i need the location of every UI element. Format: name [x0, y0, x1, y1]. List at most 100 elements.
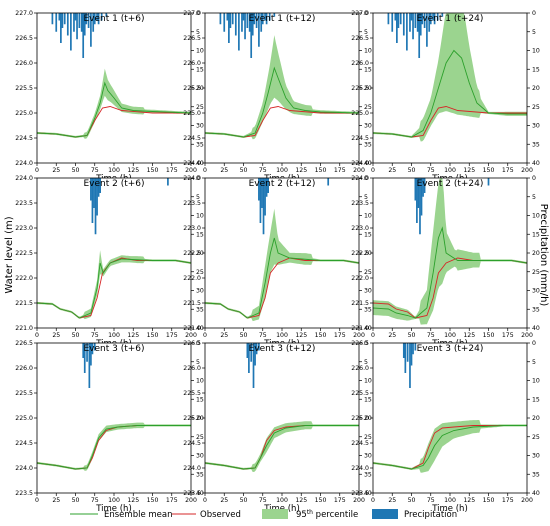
y-tick-label: 226.5 — [183, 35, 201, 42]
precip-bar — [428, 13, 431, 32]
y-tick-label: 223.5 — [351, 490, 369, 497]
x-tick-label: 125 — [127, 497, 139, 504]
panel-6: Event 2 (t+24) 221.0 221.5 222.0 222.5 223.0 2… — [351, 175, 540, 349]
y-tick-label: 224.0 — [351, 160, 369, 167]
precip-bar — [414, 178, 417, 201]
precip-bar — [70, 13, 72, 51]
precip-bar — [97, 13, 100, 25]
precip-bar — [402, 343, 405, 358]
panel-title: Event 1 (t+6) — [83, 14, 144, 24]
precip-bar — [87, 13, 90, 28]
ensemble-mean-line — [204, 425, 359, 470]
panel-title: Event 2 (t+12) — [249, 179, 316, 189]
precip-tick-label: 35 — [364, 141, 372, 148]
y-tick-label: 225.5 — [351, 85, 369, 92]
x-tick-label: 50 — [72, 497, 80, 504]
y-tick-label: 223.5 — [351, 200, 369, 207]
precip-tick-label: 10 — [532, 213, 540, 220]
precip-bar — [51, 13, 54, 25]
y-tick-label: 225.0 — [15, 415, 33, 422]
precip-bar — [252, 343, 255, 388]
panel-title: Event 3 (t+6) — [83, 344, 144, 354]
x-tick-label: 0 — [371, 497, 375, 504]
ensemble-mean-line — [36, 258, 192, 319]
precip-tick-label: 20 — [196, 250, 204, 257]
precip-bar — [258, 343, 260, 351]
precip-tick-label: 40 — [532, 160, 540, 167]
x-tick-label: 25 — [388, 497, 396, 504]
precip-tick-label: 5 — [364, 29, 368, 36]
precip-bar — [429, 13, 432, 25]
precip-bar — [433, 13, 436, 25]
y-axis-label-right: Precipitation (mm/h) — [538, 204, 549, 307]
precip-tick-label: 5 — [532, 29, 536, 36]
x-tick-label: 25 — [52, 497, 60, 504]
precip-tick-label: 35 — [196, 141, 204, 148]
precip-tick-label: 10 — [196, 48, 204, 55]
x-tick-label: 200 — [185, 497, 197, 504]
y-tick-label: 225.5 — [351, 390, 369, 397]
precip-bar — [414, 13, 417, 28]
ensemble-mean-line — [204, 66, 360, 138]
x-tick-label: 25 — [220, 497, 228, 504]
precip-bar — [410, 13, 413, 21]
y-tick-label: 226.0 — [183, 60, 201, 67]
precip-bar — [96, 178, 98, 216]
x-tick-label: 125 — [295, 167, 307, 174]
x-tick-label: 125 — [295, 497, 307, 504]
x-tick-label: 175 — [166, 332, 178, 339]
percentile-band — [37, 422, 191, 471]
panel-2: Event 1 (t+12) 224.0 224.5 225.0 225.5 226.0 2… — [183, 10, 372, 184]
y-axis-label-left: Water level (m) — [4, 216, 15, 293]
precip-bar — [82, 13, 85, 58]
x-tick-label: 75 — [259, 167, 267, 174]
precip-tick-label: 35 — [532, 471, 540, 478]
y-tick-label: 226.0 — [351, 365, 369, 372]
precip-bar — [394, 13, 397, 21]
x-tick-label: 75 — [427, 167, 435, 174]
x-tick-label: 175 — [502, 332, 514, 339]
x-tick-label: 150 — [483, 497, 495, 504]
x-tick-label: 125 — [127, 167, 139, 174]
ensemble-mean-line — [36, 425, 191, 470]
precip-bar — [404, 343, 407, 373]
y-tick-label: 221.0 — [183, 325, 201, 332]
y-tick-label: 224.5 — [183, 135, 201, 142]
percentile-band — [373, 178, 527, 325]
precip-tick-label: 15 — [532, 396, 540, 403]
panel-3: Event 1 (t+24) 224.0 224.5 225.0 225.5 226.0 2… — [351, 10, 540, 184]
precip-tick-label: 35 — [532, 141, 540, 148]
legend-observed-label: Observed — [200, 510, 241, 520]
precip-bar — [93, 343, 96, 351]
precip-bar — [90, 178, 92, 201]
precip-bar — [100, 13, 103, 21]
plot-area — [37, 13, 191, 163]
precip-bar — [414, 343, 417, 351]
y-tick-label: 224.5 — [15, 440, 33, 447]
y-tick-label: 224.0 — [15, 160, 33, 167]
precip-tick-label: 10 — [364, 213, 372, 220]
precip-bar — [74, 13, 77, 21]
precip-bar — [426, 13, 428, 47]
x-tick-label: 50 — [408, 497, 416, 504]
precip-bar — [223, 13, 226, 32]
precip-bar — [402, 13, 405, 36]
plot-area — [373, 343, 527, 493]
x-tick-label: 175 — [166, 167, 178, 174]
precip-bar — [231, 13, 234, 25]
precip-bar — [92, 13, 95, 32]
y-tick-label: 226.0 — [15, 60, 33, 67]
precip-tick-label: 40 — [532, 325, 540, 332]
y-tick-label: 224.0 — [183, 465, 201, 472]
panel-title: Event 3 (t+12) — [249, 344, 316, 354]
precip-tick-label: 10 — [364, 378, 372, 385]
precip-tick-label: 15 — [196, 66, 204, 73]
precip-tick-label: 0 — [364, 175, 368, 182]
y-tick-label: 223.5 — [15, 200, 33, 207]
y-tick-label: 224.5 — [351, 135, 369, 142]
precip-tick-label: 25 — [364, 104, 372, 111]
precip-bar — [421, 13, 424, 25]
x-tick-label: 100 — [108, 167, 120, 174]
precip-tick-label: 10 — [532, 48, 540, 55]
precip-tick-label: 30 — [364, 123, 372, 130]
